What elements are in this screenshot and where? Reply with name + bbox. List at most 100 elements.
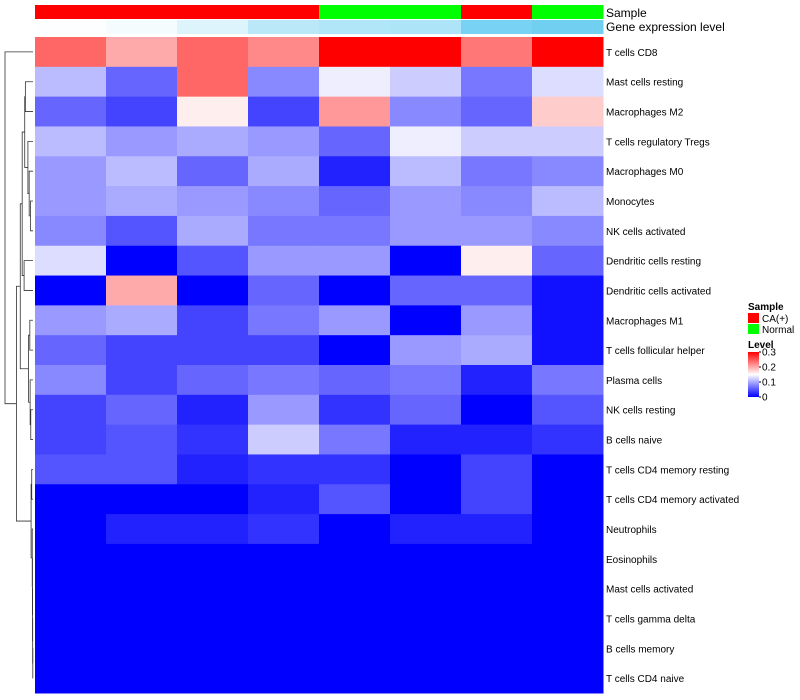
heatmap-cell xyxy=(248,275,320,306)
heatmap-cell xyxy=(461,245,533,277)
heatmap-cell xyxy=(35,66,107,98)
heatmap-cell xyxy=(177,37,249,68)
row-label: B cells memory xyxy=(606,644,674,655)
heatmap-cell xyxy=(461,275,533,306)
heatmap-cell xyxy=(248,484,320,515)
heatmap-cell xyxy=(461,663,533,694)
gene-expression-annotation-bar xyxy=(35,20,604,34)
heatmap-cell xyxy=(106,305,178,336)
heatmap-cell xyxy=(248,633,320,664)
heatmap-cell xyxy=(106,484,178,515)
heatmap-cell xyxy=(532,454,604,485)
heatmap-cell xyxy=(35,186,107,217)
heatmap-cell xyxy=(461,365,533,396)
heatmap-cell xyxy=(532,424,604,455)
level-legend-title: Level xyxy=(748,340,774,351)
dendrogram-branch xyxy=(30,200,33,232)
level-colorbar xyxy=(748,352,759,397)
heatmap-cell xyxy=(390,394,462,426)
heatmap-cell xyxy=(532,37,604,68)
row-label: Dendritic cells activated xyxy=(606,286,711,297)
heatmap-cell xyxy=(461,424,533,455)
heatmap-cell xyxy=(177,305,249,336)
heatmap-cell xyxy=(319,365,391,396)
row-label: Eosinophils xyxy=(606,555,657,566)
heatmap-cell xyxy=(35,215,107,247)
heatmap-cell xyxy=(35,633,107,664)
heatmap-cell xyxy=(35,37,107,68)
sample-legend-title: Sample xyxy=(748,302,784,313)
sample-annotation-cell xyxy=(461,5,533,19)
heatmap-cell xyxy=(390,126,462,157)
heatmap-cell xyxy=(390,275,462,306)
heatmap-cell xyxy=(35,484,107,515)
heatmap-cell xyxy=(177,66,249,98)
row-label: NK cells activated xyxy=(606,227,685,238)
level-legend: Level 0.3 0.2 0.1 0 xyxy=(748,340,776,404)
heatmap-cell xyxy=(461,335,533,366)
dendrogram-branch xyxy=(31,468,33,500)
dendrogram-branch xyxy=(16,285,32,522)
sample-annotation-cell xyxy=(35,5,107,19)
heatmap-cell xyxy=(319,394,391,426)
heatmap-cell xyxy=(35,96,107,127)
gene-expression-annotation-label: Gene expression level xyxy=(606,20,725,34)
heatmap-cell xyxy=(532,543,604,575)
heatmap-cell xyxy=(390,603,462,634)
heatmap-cell xyxy=(248,514,320,545)
heatmap-cell xyxy=(390,633,462,664)
heatmap-cell xyxy=(248,156,320,187)
row-label: Macrophages M0 xyxy=(606,167,684,178)
heatmap-cell xyxy=(177,484,249,515)
heatmap-cell xyxy=(177,126,249,157)
sample-annotation-cell xyxy=(319,5,391,19)
heatmap-cell xyxy=(177,96,249,127)
heatmap-cell xyxy=(35,663,107,694)
heatmap-cell xyxy=(177,215,249,247)
gene-expression-annotation-cell xyxy=(390,20,462,34)
sample-annotation-cell xyxy=(177,5,249,19)
heatmap-cell xyxy=(177,245,249,277)
heatmap-cell xyxy=(248,454,320,485)
heatmap-cell xyxy=(248,394,320,426)
heatmap-cell xyxy=(461,454,533,485)
heatmap-cell xyxy=(319,186,391,217)
heatmap-cell xyxy=(35,245,107,277)
heatmap-cell xyxy=(461,186,533,217)
heatmap-cell xyxy=(35,424,107,455)
level-tick-label: 0.1 xyxy=(762,378,776,389)
heatmap-cell xyxy=(319,305,391,336)
heatmap-cell xyxy=(319,603,391,634)
heatmap-cell xyxy=(319,663,391,694)
heatmap-cell xyxy=(248,186,320,217)
heatmap-cell xyxy=(248,37,320,68)
heatmap-cell xyxy=(319,335,391,366)
heatmap-cell xyxy=(106,245,178,277)
heatmap-cell xyxy=(106,215,178,247)
legend-swatch-ca xyxy=(748,313,759,323)
heatmap-cell xyxy=(177,514,249,545)
row-label: NK cells resting xyxy=(606,406,675,417)
gene-expression-annotation-cell xyxy=(461,20,533,34)
heatmap-cell xyxy=(35,156,107,187)
row-label: Macrophages M1 xyxy=(606,316,684,327)
sample-annotation-label: Sample xyxy=(606,6,647,20)
heatmap-cell xyxy=(532,573,604,605)
heatmap-cell xyxy=(248,663,320,694)
heatmap-cell xyxy=(248,335,320,366)
level-tick-label: 0.2 xyxy=(762,363,776,374)
gene-expression-annotation-cell xyxy=(106,20,178,34)
heatmap-cell xyxy=(532,633,604,664)
heatmap-cell xyxy=(35,514,107,545)
heatmap-cell xyxy=(390,156,462,187)
row-label: Dendritic cells resting xyxy=(606,257,701,268)
gene-expression-annotation-cell xyxy=(248,20,320,34)
heatmap-cell xyxy=(35,275,107,306)
row-label: T cells CD8 xyxy=(606,48,658,59)
heatmap-cell xyxy=(390,305,462,336)
heatmap-cell xyxy=(319,275,391,306)
heatmap-cell xyxy=(177,186,249,217)
dendrogram-branch xyxy=(27,140,33,194)
heatmap-cell xyxy=(177,454,249,485)
